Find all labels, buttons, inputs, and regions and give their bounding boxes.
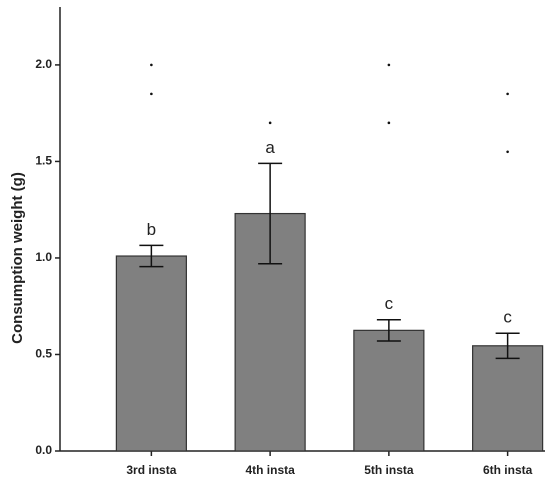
outlier-dot <box>387 63 391 67</box>
x-tick-label: 6th insta <box>483 463 533 477</box>
y-tick-label: 1.0 <box>35 250 52 264</box>
x-tick-label: 3rd insta <box>126 463 176 477</box>
bar <box>472 345 544 452</box>
bar <box>115 255 187 452</box>
bar <box>353 329 425 452</box>
significance-letter: c <box>503 308 512 327</box>
y-tick-label: 0.0 <box>35 443 52 457</box>
outlier-dot <box>150 92 153 96</box>
significance-letter: b <box>147 220 156 239</box>
outlier-dot <box>268 121 272 125</box>
y-tick-label: 0.5 <box>35 347 52 361</box>
y-axis-title: Consumption weight (g) <box>9 172 26 344</box>
x-tick-label: 5th insta <box>364 463 414 477</box>
outlier-dot <box>150 63 153 67</box>
outlier-dot <box>506 92 509 96</box>
significance-letter: c <box>385 294 394 313</box>
x-tick-label: 4th insta <box>245 463 295 477</box>
significance-letter: a <box>265 138 275 157</box>
outlier-dot <box>506 150 509 154</box>
y-tick-label: 2.0 <box>35 57 52 71</box>
y-tick-label: 1.5 <box>35 154 52 168</box>
outlier-dot <box>387 121 391 125</box>
